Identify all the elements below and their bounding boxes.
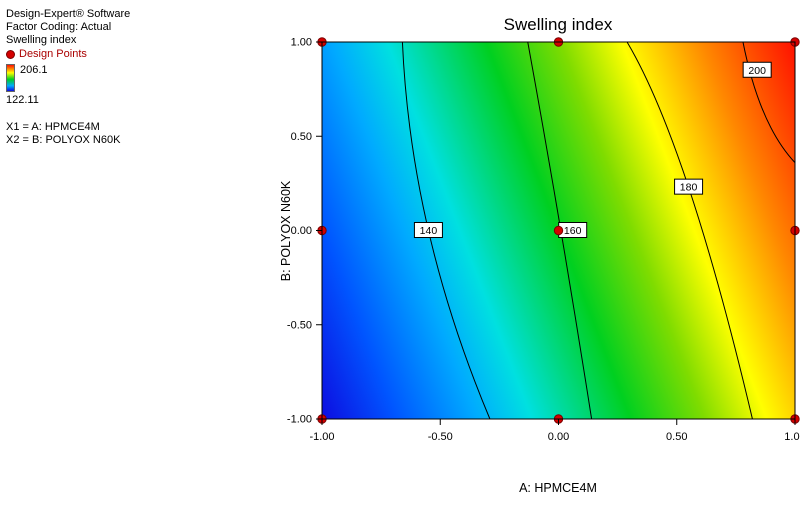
x-tick-label: 0.50: [666, 431, 687, 443]
scale-max-value: 206.1: [20, 64, 48, 76]
legend-panel: Design-Expert® Software Factor Coding: A…: [6, 8, 130, 147]
contour-label-box: [742, 61, 772, 78]
scale-min-value: 122.11: [6, 94, 39, 106]
chart-title: Swelling index: [504, 15, 613, 34]
contour-labels: 140 160 180 200: [413, 61, 772, 238]
design-point: [553, 225, 564, 236]
contour-label-box: [413, 222, 443, 238]
contour-label: 140: [420, 225, 438, 237]
contour-label: 200: [748, 65, 766, 77]
x-axis-title: A: HPMCE4M: [519, 481, 597, 495]
contour-label: 160: [564, 225, 582, 237]
x-tick-label: 0.00: [548, 431, 569, 443]
contour-label: 180: [680, 182, 698, 194]
x-tick-label: -1.00: [309, 431, 334, 443]
design-points-legend: Design Points: [6, 48, 130, 61]
y-tick-label: 1.00: [291, 37, 312, 49]
x-tick-label: 1.00: [784, 431, 800, 443]
design-point-icon: [6, 50, 15, 59]
legend-x1: X1 = A: HPMCE4M: [6, 121, 100, 133]
y-tick-label: 0.00: [291, 225, 312, 237]
legend-software-line: Design-Expert® Software: [6, 8, 131, 20]
legend-x2: X2 = B: POLYOX N60K: [6, 134, 121, 146]
design-points-label: Design Points: [19, 48, 87, 60]
contour-line: [742, 41, 796, 163]
y-tick-label: -0.50: [287, 319, 312, 331]
contour-plot: Swelling index 140 160 180 200 -1.00 -0.50 0.…: [279, 15, 800, 495]
y-tick-label: -1.00: [287, 414, 312, 426]
legend-response-name: Swelling index: [6, 34, 77, 46]
contour-label-box: [674, 178, 704, 195]
color-scale-bar: [6, 64, 15, 92]
legend-factor-coding: Factor Coding: Actual: [6, 21, 112, 33]
color-scale: 206.1 122.11: [6, 64, 130, 107]
x-tick-label: -0.50: [428, 431, 453, 443]
y-tick-label: 0.50: [291, 131, 312, 143]
y-axis-title: B: POLYOX N60K: [279, 180, 293, 281]
y-axis: 1.00 0.50 0.00 -0.50 -1.00: [287, 37, 322, 426]
x-axis: -1.00 -0.50 0.00 0.50 1.00: [309, 419, 800, 443]
